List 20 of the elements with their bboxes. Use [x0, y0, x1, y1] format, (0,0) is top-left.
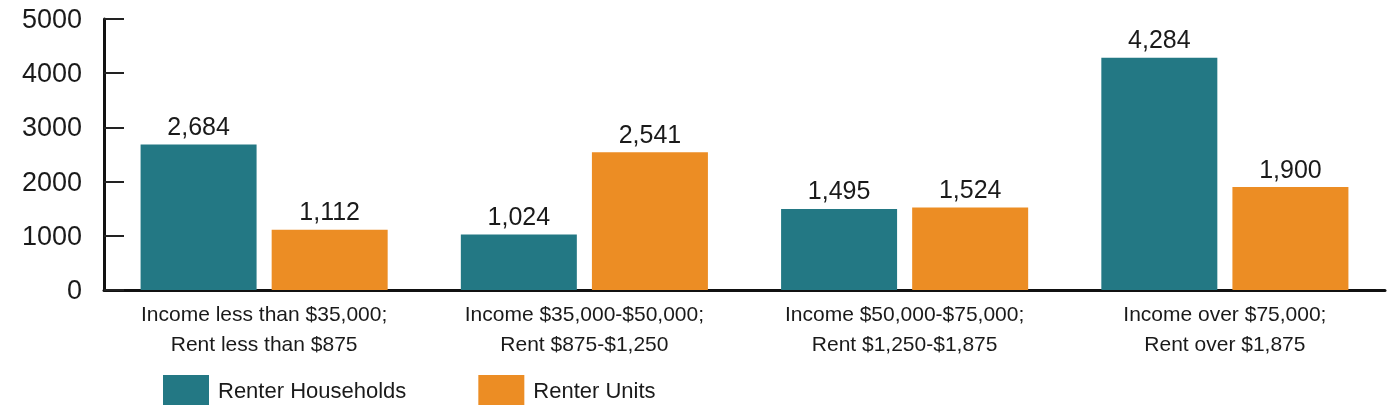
y-tick-label: 2000 — [21, 166, 82, 197]
x-tick-label: Income over $75,000; Rent over $1,875 — [1123, 301, 1327, 355]
data-label: 1,024 — [487, 202, 551, 230]
data-label: 1,900 — [1259, 154, 1322, 183]
y-tick-label: 3000 — [21, 112, 82, 143]
y-tick-label: 5000 — [21, 4, 82, 34]
legend-label: Renter Households — [218, 377, 407, 403]
x-tick-label: Income $50,000-$75,000; Rent $1,250-$1,875 — [784, 301, 1025, 355]
legend-label: Renter Units — [533, 377, 656, 403]
y-tick-label: 1000 — [21, 220, 82, 251]
x-tick-label: Income less than $35,000; Rent less than $875 — [140, 301, 388, 355]
data-label: 1,524 — [938, 174, 1002, 203]
data-label: 4,284 — [1128, 25, 1191, 54]
data-label: 1,495 — [807, 176, 871, 205]
y-tick-label: 0 — [66, 275, 82, 305]
x-tick-label: Income $35,000-$50,000; Rent $875-$1,250 — [464, 301, 705, 355]
y-tick-label: 4000 — [21, 58, 82, 89]
data-label: 2,684 — [167, 112, 230, 141]
data-label: 2,541 — [618, 119, 682, 148]
data-label: 1,112 — [299, 197, 361, 226]
